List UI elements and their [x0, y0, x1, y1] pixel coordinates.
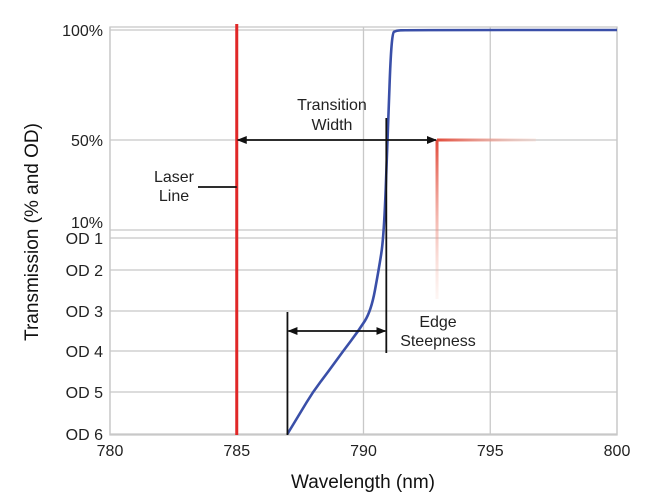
x-tick-label: 795 [477, 443, 504, 460]
y-tick-label: 50% [71, 133, 103, 150]
annotation-transition-width-line1: Transition [297, 97, 367, 114]
annotation-transition-width-line2: Width [312, 117, 353, 134]
annotations [198, 118, 438, 435]
blocking-band-top [437, 138, 536, 142]
x-tick-label: 785 [223, 443, 250, 460]
y-tick-label: 100% [62, 23, 103, 40]
transmission-curve [286, 28, 617, 435]
blocking-band-markers [120, 138, 536, 436]
y-tick-label: OD 3 [66, 304, 103, 321]
y-tick-label: OD 4 [66, 344, 103, 361]
y-axis-title: Transmission (% and OD) [22, 123, 43, 341]
y-tick-label: 10% [71, 215, 103, 232]
annotation-edge-steepness-line2: Steepness [400, 333, 476, 350]
x-tick-label: 800 [604, 443, 631, 460]
x-axis-title: Wavelength (nm) [291, 472, 435, 493]
annotation-edge-steepness-line1: Edge [419, 314, 456, 331]
transmission-series-line [286, 28, 617, 435]
blocking-band-edge [435, 140, 439, 299]
y-tick-label: OD 5 [66, 385, 103, 402]
gridlines [109, 26, 618, 436]
y-tick-label: OD 1 [66, 231, 103, 248]
x-tick-label: 780 [97, 443, 124, 460]
y-tick-label: OD 6 [66, 427, 103, 444]
x-tick-label: 790 [350, 443, 377, 460]
annotation-laser-line-line1: Laser [154, 169, 195, 186]
plot-frame [109, 26, 618, 436]
annotation-laser-line-line2: Line [159, 188, 189, 205]
y-tick-label: OD 2 [66, 263, 103, 280]
